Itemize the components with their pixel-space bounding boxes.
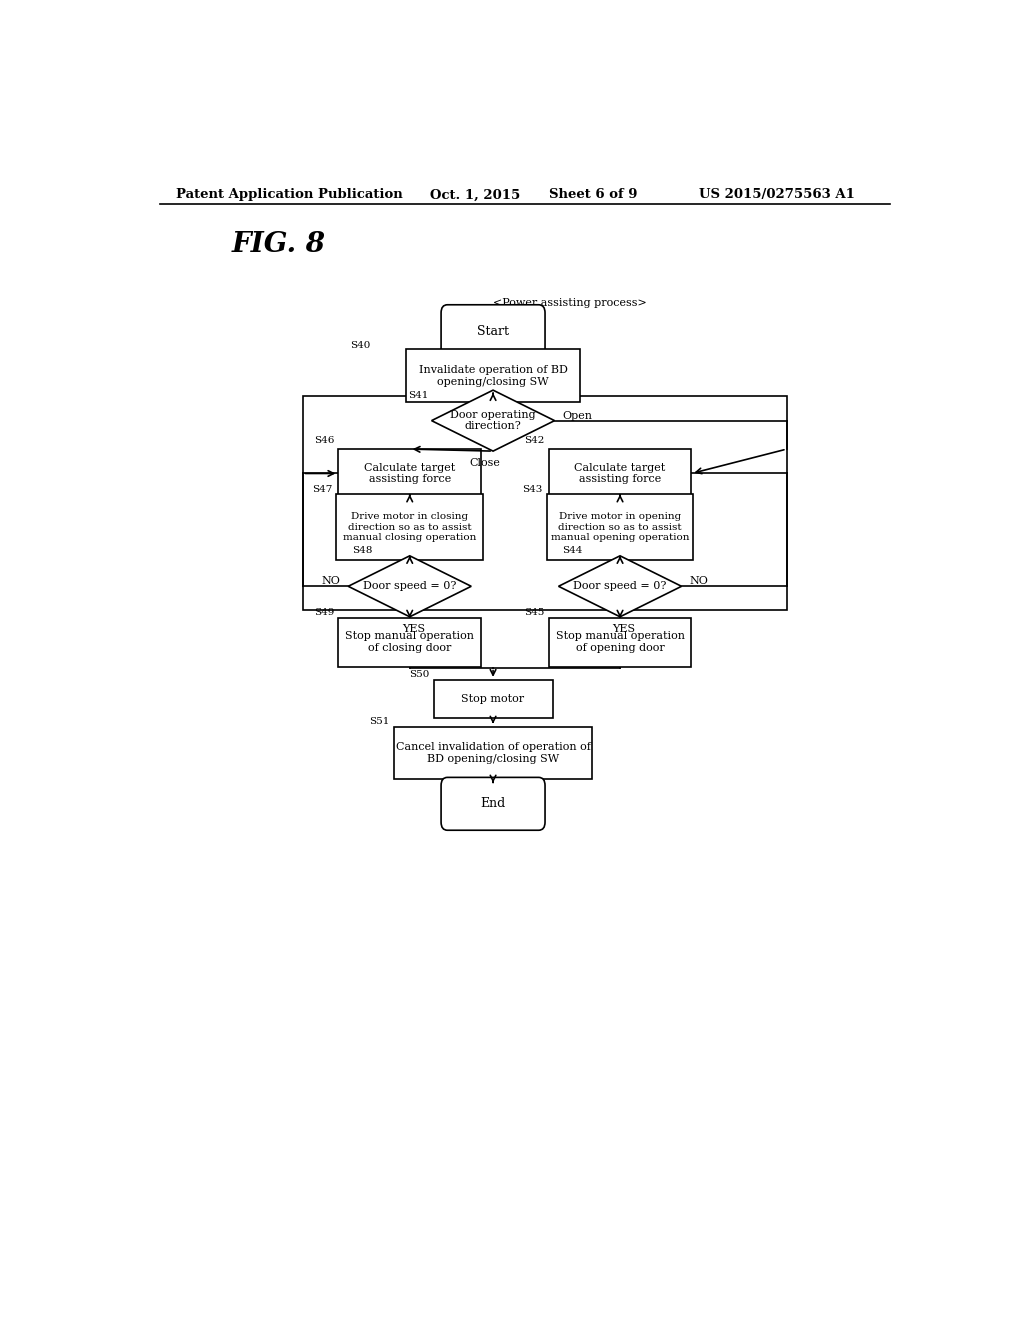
Text: Cancel invalidation of operation of
BD opening/closing SW: Cancel invalidation of operation of BD o… <box>395 742 591 764</box>
Bar <box>338 449 481 498</box>
Text: Patent Application Publication: Patent Application Publication <box>176 189 402 202</box>
Text: FIG. 8: FIG. 8 <box>231 231 326 259</box>
Text: Door operating
direction?: Door operating direction? <box>451 409 536 432</box>
Text: S46: S46 <box>314 437 334 445</box>
Text: Invalidate operation of BD
opening/closing SW: Invalidate operation of BD opening/closi… <box>419 366 567 387</box>
Text: S44: S44 <box>562 546 583 556</box>
Text: Drive motor in opening
direction so as to assist
manual opening operation: Drive motor in opening direction so as t… <box>551 512 689 543</box>
Text: Start: Start <box>477 325 509 338</box>
Text: YES: YES <box>612 624 636 634</box>
Text: Calculate target
assisting force: Calculate target assisting force <box>574 463 666 484</box>
Text: NO: NO <box>689 577 709 586</box>
Text: Stop manual operation
of opening door: Stop manual operation of opening door <box>556 631 684 653</box>
Text: Calculate target
assisting force: Calculate target assisting force <box>365 463 456 484</box>
Bar <box>549 618 691 667</box>
Bar <box>433 680 553 718</box>
Polygon shape <box>348 556 471 616</box>
FancyBboxPatch shape <box>441 777 545 830</box>
Polygon shape <box>558 556 682 616</box>
Text: US 2015/0275563 A1: US 2015/0275563 A1 <box>699 189 855 202</box>
Text: S42: S42 <box>524 437 545 445</box>
Text: <Power assisting process>: <Power assisting process> <box>494 298 647 308</box>
Bar <box>547 494 693 561</box>
Bar <box>303 396 786 610</box>
Text: Stop manual operation
of closing door: Stop manual operation of closing door <box>345 631 474 653</box>
FancyBboxPatch shape <box>441 305 545 358</box>
Text: S49: S49 <box>314 609 334 618</box>
Bar <box>338 618 481 667</box>
Text: Drive motor in closing
direction so as to assist
manual closing operation: Drive motor in closing direction so as t… <box>343 512 476 543</box>
Text: Open: Open <box>562 411 593 421</box>
Text: Close: Close <box>470 458 501 469</box>
Text: S45: S45 <box>524 609 545 618</box>
Text: Sheet 6 of 9: Sheet 6 of 9 <box>549 189 637 202</box>
Text: S47: S47 <box>312 484 333 494</box>
Text: S48: S48 <box>352 546 373 556</box>
Text: S40: S40 <box>350 341 371 350</box>
Polygon shape <box>431 391 555 451</box>
Text: Oct. 1, 2015: Oct. 1, 2015 <box>430 189 520 202</box>
Text: Stop motor: Stop motor <box>462 694 524 704</box>
Text: S43: S43 <box>522 484 543 494</box>
Text: Door speed = 0?: Door speed = 0? <box>364 581 457 591</box>
Text: S51: S51 <box>370 717 390 726</box>
Bar <box>549 449 691 498</box>
Text: YES: YES <box>402 624 425 634</box>
Bar <box>406 350 581 403</box>
Text: End: End <box>480 797 506 810</box>
Text: Door speed = 0?: Door speed = 0? <box>573 581 667 591</box>
Text: NO: NO <box>322 577 340 586</box>
Text: S41: S41 <box>408 391 428 400</box>
Text: S50: S50 <box>410 671 430 680</box>
Bar <box>394 726 592 779</box>
Bar <box>336 494 483 561</box>
